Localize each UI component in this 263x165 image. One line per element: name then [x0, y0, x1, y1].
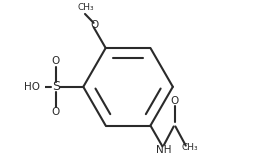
Text: S: S	[52, 80, 60, 93]
Text: O: O	[52, 107, 60, 117]
Text: O: O	[52, 56, 60, 66]
Text: O: O	[90, 20, 99, 30]
Text: NH: NH	[156, 145, 171, 155]
Text: CH₃: CH₃	[78, 3, 94, 12]
Text: HO: HO	[24, 82, 40, 92]
Text: O: O	[170, 96, 179, 106]
Text: CH₃: CH₃	[181, 143, 198, 152]
